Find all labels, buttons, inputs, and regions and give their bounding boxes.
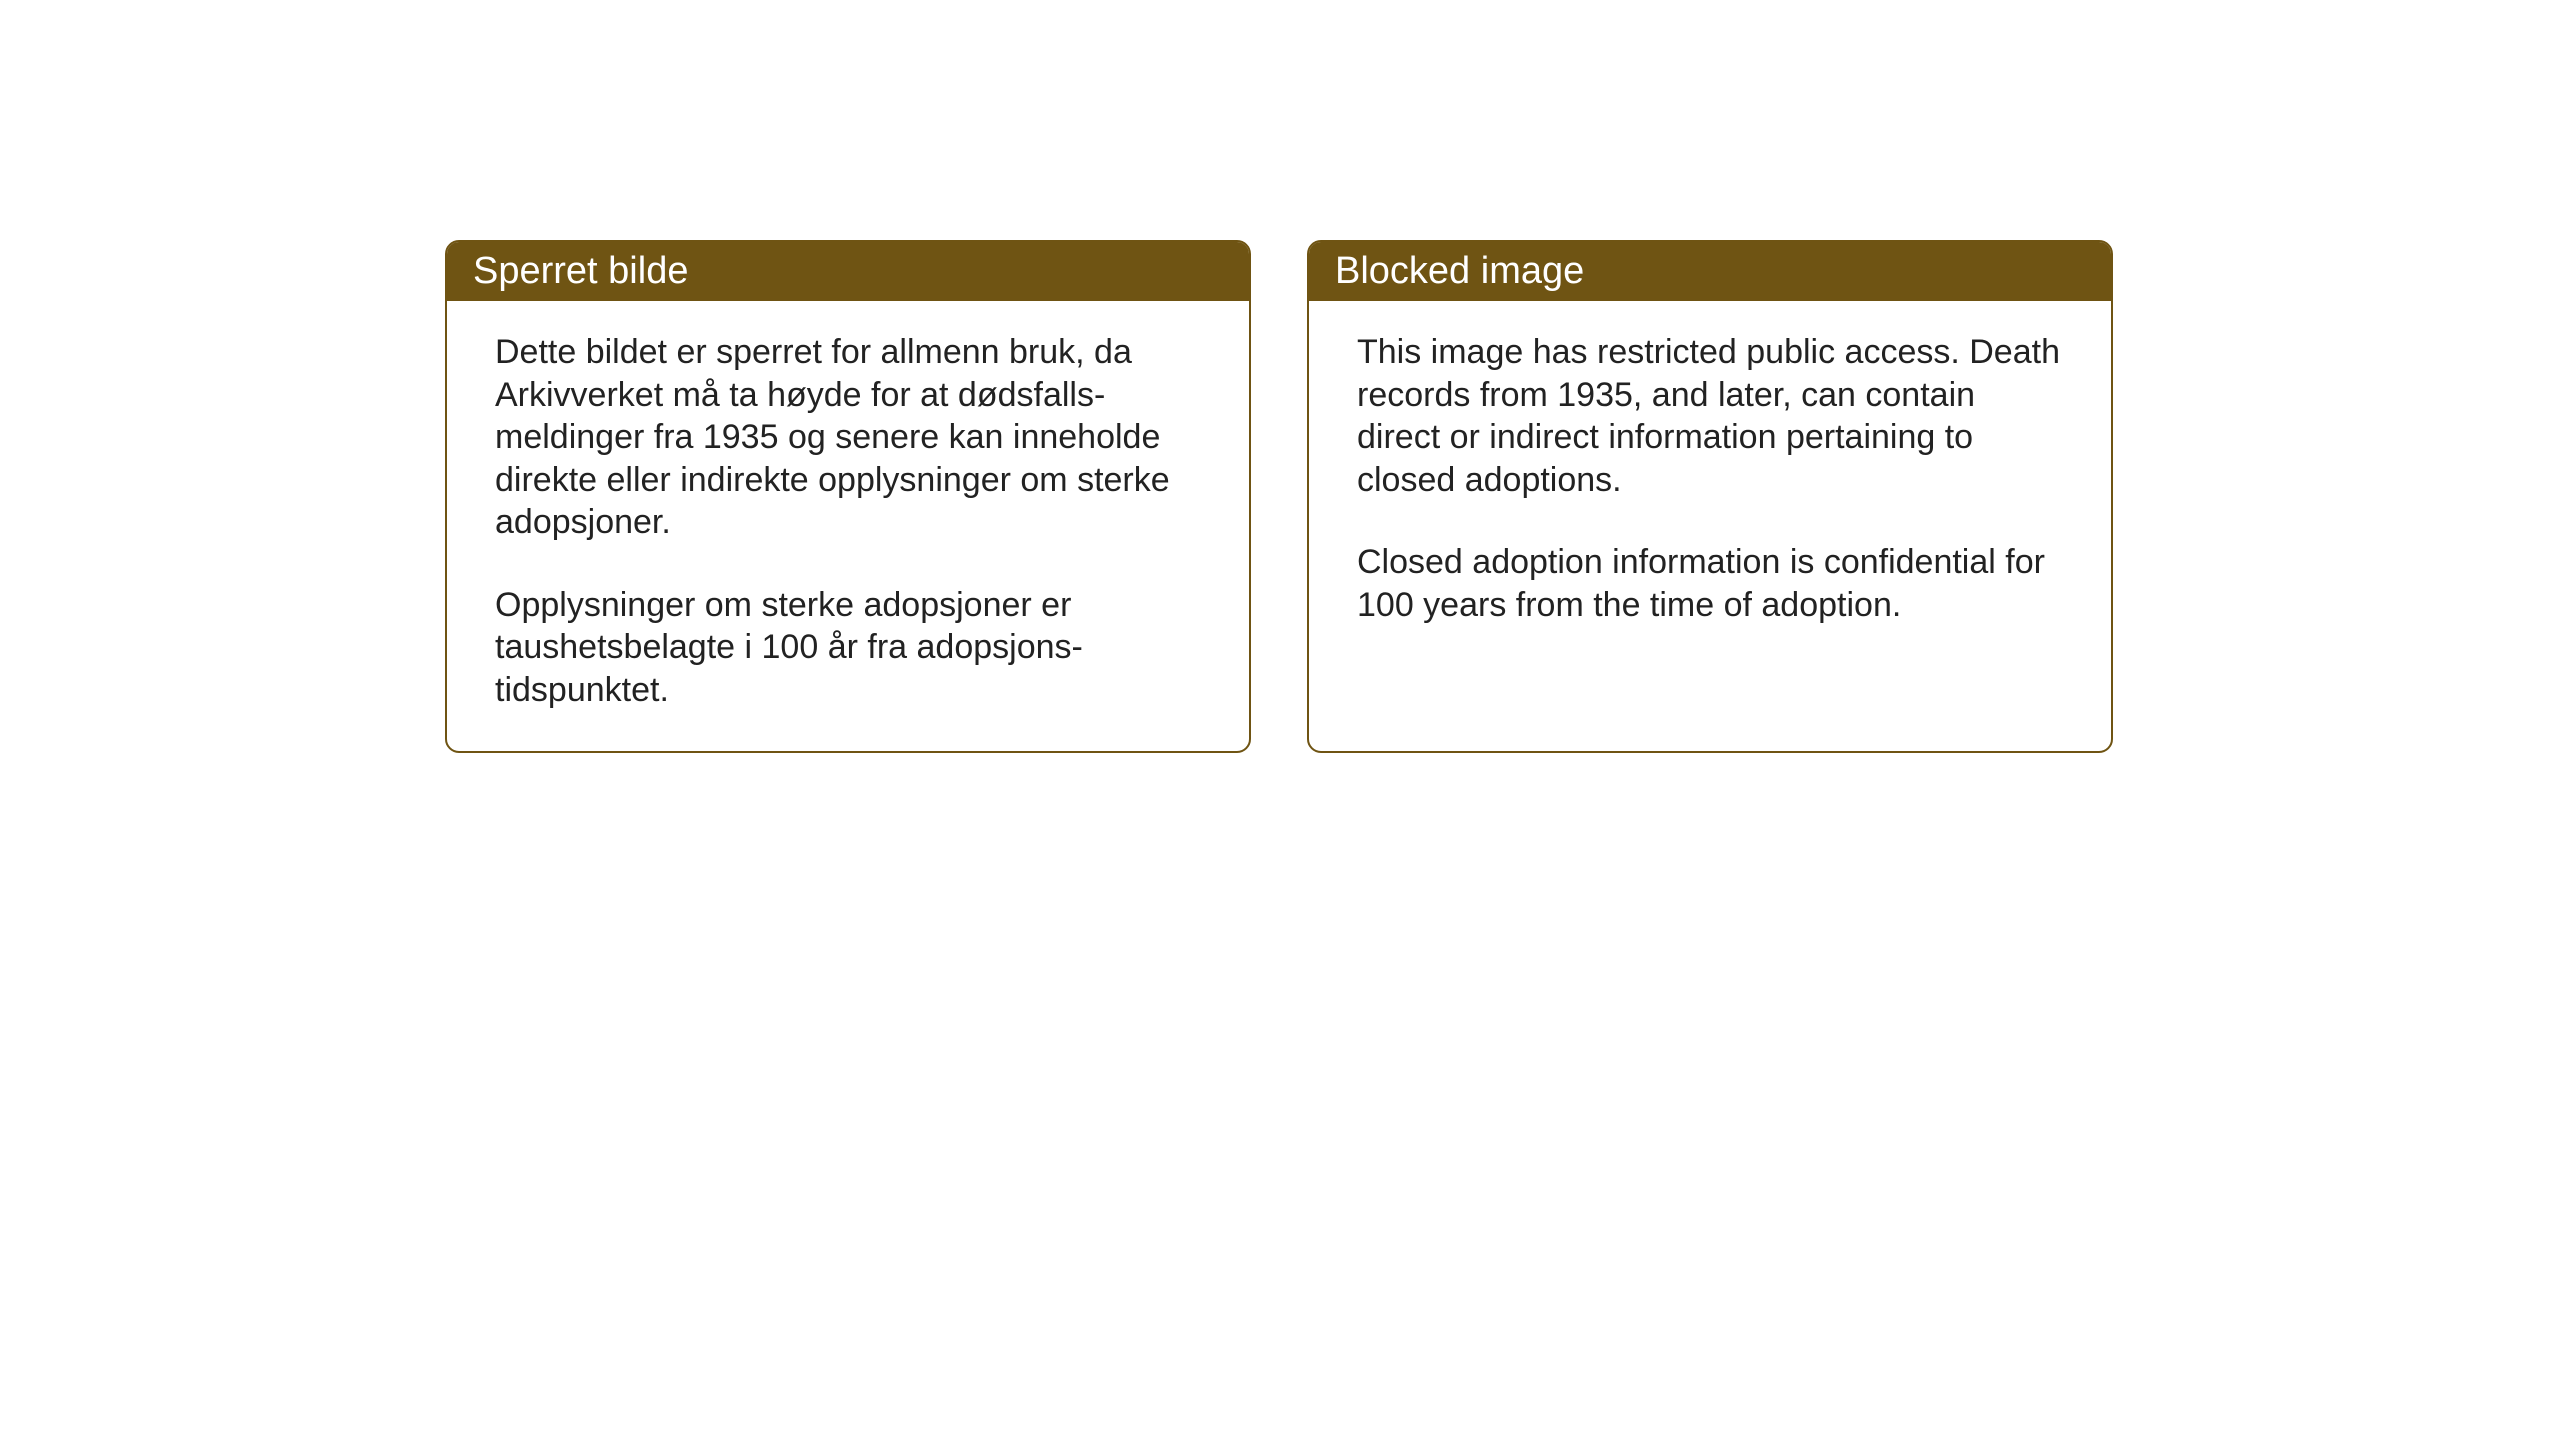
card-paragraph-1-norwegian: Dette bildet er sperret for allmenn bruk… — [495, 331, 1201, 544]
card-paragraph-2-english: Closed adoption information is confident… — [1357, 541, 2063, 626]
card-title-english: Blocked image — [1335, 250, 1584, 292]
card-paragraph-1-english: This image has restricted public access.… — [1357, 331, 2063, 501]
notice-card-english: Blocked image This image has restricted … — [1307, 240, 2113, 753]
card-paragraph-2-norwegian: Opplysninger om sterke adopsjoner er tau… — [495, 584, 1201, 712]
card-header-norwegian: Sperret bilde — [447, 242, 1249, 301]
notice-container: Sperret bilde Dette bildet er sperret fo… — [445, 240, 2113, 753]
card-body-english: This image has restricted public access.… — [1309, 301, 2111, 666]
notice-card-norwegian: Sperret bilde Dette bildet er sperret fo… — [445, 240, 1251, 753]
card-title-norwegian: Sperret bilde — [473, 250, 688, 292]
card-header-english: Blocked image — [1309, 242, 2111, 301]
card-body-norwegian: Dette bildet er sperret for allmenn bruk… — [447, 301, 1249, 751]
